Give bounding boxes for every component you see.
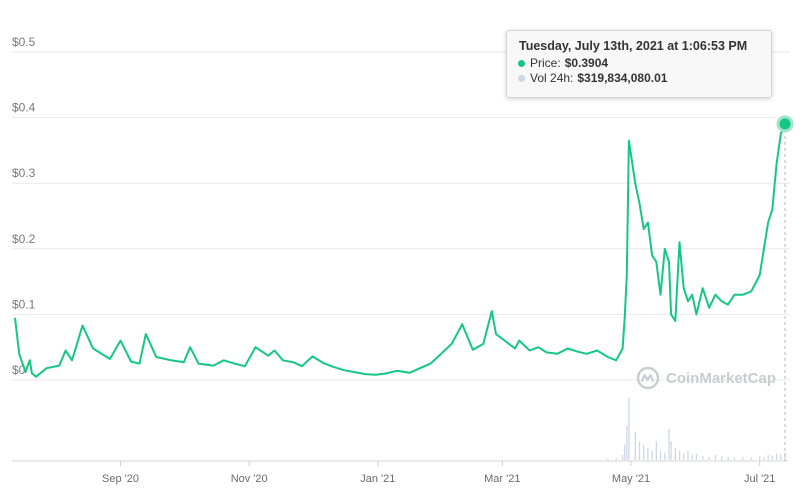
y-tick-label: $0.3	[12, 166, 36, 180]
x-tick-label: May '21	[612, 473, 650, 485]
volume-legend-dot	[518, 74, 525, 82]
volume-bar	[691, 455, 693, 460]
tooltip-price-value: $0.3904	[564, 56, 609, 70]
tooltip-volume-value: $319,834,080.01	[577, 71, 668, 85]
volume-bar	[714, 455, 717, 460]
y-tick-label: $0.5	[12, 35, 36, 49]
volume-bar	[643, 444, 645, 460]
volume-bar	[767, 455, 769, 460]
volume-bar	[664, 452, 666, 460]
volume-bar	[659, 450, 662, 460]
watermark-text: CoinMarketCap	[666, 369, 777, 387]
volume-bar	[628, 398, 630, 460]
volume-bar	[626, 425, 628, 460]
volume-bar	[763, 456, 765, 460]
tooltip-price-label: Price:	[530, 56, 561, 70]
volume-bar	[624, 444, 626, 460]
x-tick-label: Mar '21	[484, 473, 520, 485]
volume-bar	[615, 458, 617, 460]
y-tick-label: $0	[12, 363, 26, 377]
volume-bar	[687, 450, 689, 460]
volume-bar	[651, 450, 653, 460]
volume-bars	[607, 398, 786, 460]
x-tick-label: Nov '20	[231, 473, 268, 485]
volume-bar	[733, 457, 736, 460]
volume-bar	[607, 458, 609, 460]
tooltip-date: Tuesday, July 13th, 2021 at 1:06:53 PM	[519, 39, 748, 53]
volume-bar	[775, 453, 778, 460]
tooltip-volume-label: Vol 24h:	[530, 71, 574, 85]
volume-bar	[670, 441, 672, 460]
volume-bar	[655, 441, 658, 460]
volume-bar	[674, 447, 677, 460]
volume-bar	[750, 457, 752, 460]
volume-bar	[702, 456, 704, 460]
volume-bar	[668, 429, 670, 460]
volume-bar	[780, 454, 782, 460]
y-tick-label: $0.1	[12, 297, 36, 311]
volume-bar	[634, 432, 636, 460]
volume-bar	[708, 456, 710, 460]
volume-bar	[721, 456, 723, 460]
tooltip-volume-row: Vol 24h: $319,834,080.01	[518, 71, 667, 85]
volume-bar	[678, 450, 681, 460]
volume-bar	[683, 453, 685, 460]
x-tick-label: Jul '21	[744, 473, 775, 485]
y-tick-label: $0.2	[12, 232, 36, 246]
tooltip-price-row: Price: $0.3904	[518, 56, 608, 70]
price-legend-dot	[518, 59, 525, 67]
volume-bar	[621, 455, 624, 460]
y-axis-ticks: $0.5 $0.4 $0.3 $0.2 $0.1 $0	[12, 35, 36, 377]
hover-point-marker[interactable]	[776, 115, 794, 133]
x-tick-label: Jan '21	[360, 473, 395, 485]
coinmarketcap-watermark: CoinMarketCap	[636, 366, 776, 390]
x-tick-label: Sep '20	[102, 473, 139, 485]
volume-bar	[695, 453, 698, 460]
grid-lines	[12, 51, 790, 381]
volume-bar	[742, 456, 744, 460]
volume-bar	[727, 456, 729, 460]
volume-bar	[771, 455, 774, 460]
x-axis-ticks: Sep '20 Nov '20 Jan '21 Mar '21 May '21 Jul '…	[102, 461, 775, 485]
y-tick-label: $0.4	[12, 101, 36, 115]
volume-bar	[638, 441, 641, 460]
volume-bar	[647, 447, 649, 460]
hover-tooltip: Tuesday, July 13th, 2021 at 1:06:53 PM P…	[506, 30, 772, 98]
volume-bar	[759, 456, 761, 460]
coinmarketcap-logo-icon	[636, 366, 660, 390]
price-line[interactable]	[14, 123, 786, 378]
